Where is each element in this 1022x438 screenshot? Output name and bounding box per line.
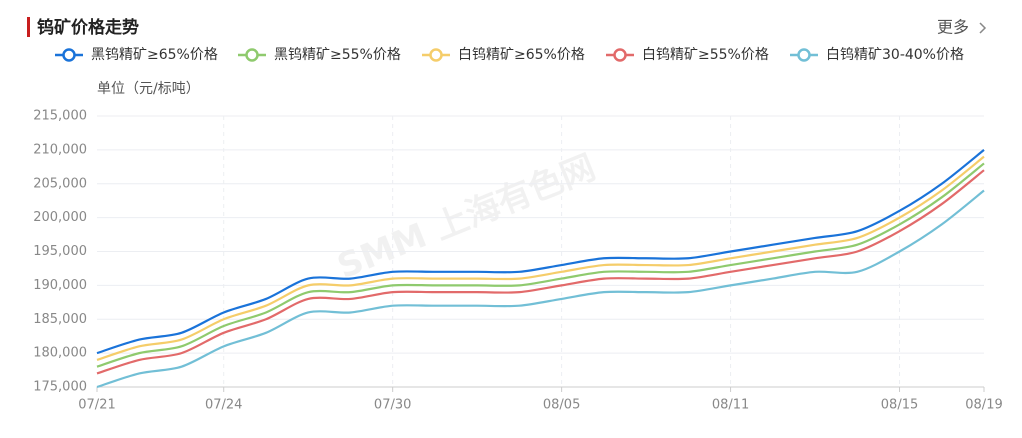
- legend-marker: [62, 48, 76, 62]
- more-link[interactable]: 更多: [937, 18, 969, 37]
- series-line: [96, 189, 985, 389]
- y-tick-label: 185,000: [33, 312, 87, 327]
- legend-label: 黑钨精矿≥55%价格: [274, 47, 401, 63]
- legend-marker: [245, 48, 259, 62]
- more-chevron[interactable]: [979, 22, 987, 34]
- x-tick-label: 07/21: [78, 398, 115, 413]
- x-tick-label: 07/24: [205, 398, 242, 413]
- y-tick-label: 180,000: [33, 346, 87, 361]
- series-line: [96, 169, 985, 375]
- y-tick-label: 190,000: [33, 278, 87, 293]
- y-tick-label: 215,000: [33, 109, 87, 124]
- y-tick-label: 195,000: [33, 244, 87, 259]
- x-tick-label: 07/30: [374, 398, 411, 413]
- unit-label: 单位（元/标吨）: [97, 81, 200, 97]
- legend-label: 白钨精矿30-40%价格: [826, 47, 964, 63]
- y-tick-label: 175,000: [33, 380, 87, 395]
- x-tick-label: 08/19: [965, 398, 1002, 413]
- chart-title: 钨矿价格走势: [37, 17, 139, 38]
- legend-label: 白钨精矿≥65%价格: [458, 47, 585, 63]
- legend-marker: [429, 48, 443, 62]
- y-tick-label: 210,000: [33, 142, 87, 157]
- title-marker: [27, 17, 30, 37]
- x-tick-label: 08/11: [712, 398, 749, 413]
- legend-marker: [797, 48, 811, 62]
- legend-label: 白钨精矿≥55%价格: [642, 47, 769, 63]
- x-tick-label: 08/05: [543, 398, 580, 413]
- series-line: [96, 155, 985, 361]
- y-tick-label: 200,000: [33, 210, 87, 225]
- legend-marker: [613, 48, 627, 62]
- series-line: [96, 149, 985, 355]
- y-tick-label: 205,000: [33, 176, 87, 191]
- series-line: [96, 162, 985, 368]
- x-tick-label: 08/15: [881, 398, 918, 413]
- legend-label: 黑钨精矿≥65%价格: [91, 47, 218, 63]
